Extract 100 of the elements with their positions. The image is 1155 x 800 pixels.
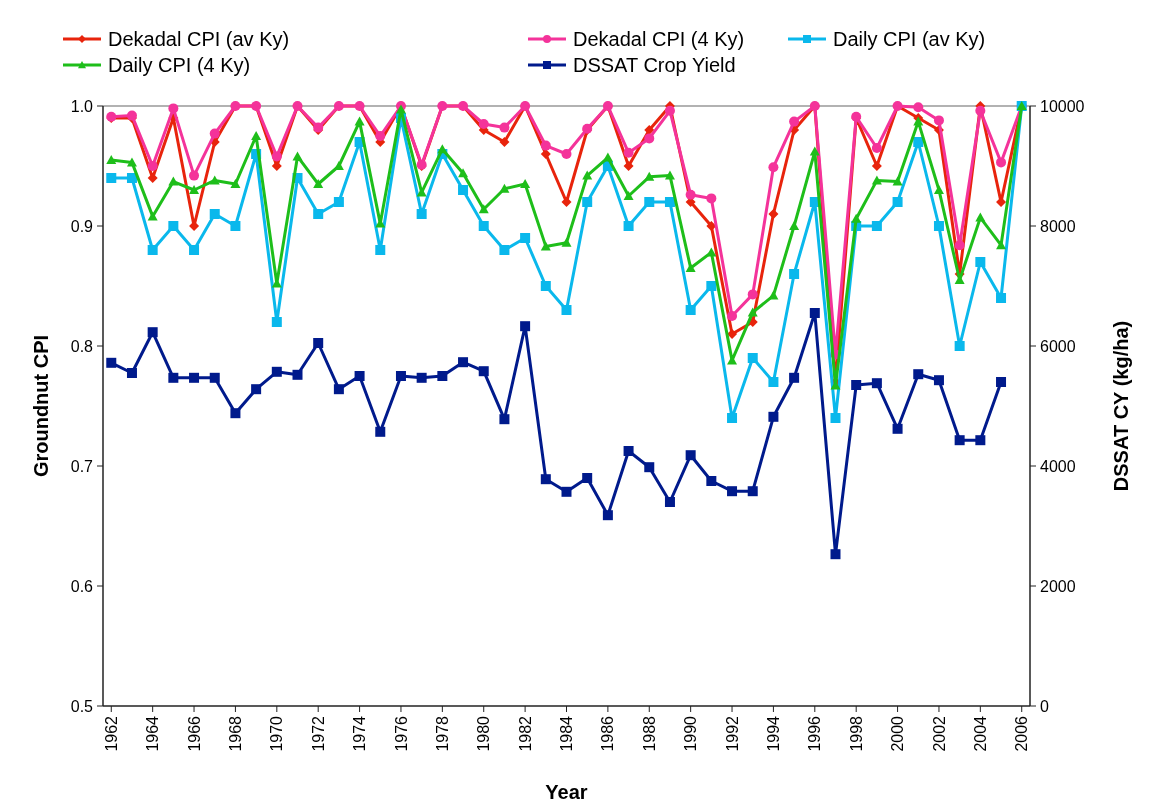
y2-tick-label: 2000 xyxy=(1040,577,1076,595)
point xyxy=(147,327,158,338)
point xyxy=(644,125,655,135)
point xyxy=(271,151,282,162)
point xyxy=(147,245,158,255)
point xyxy=(809,308,820,318)
point xyxy=(375,426,386,437)
point xyxy=(333,384,344,395)
point xyxy=(727,329,738,339)
point xyxy=(685,189,696,200)
x-tick-label: 1968 xyxy=(227,715,245,752)
point xyxy=(685,263,696,272)
point xyxy=(996,293,1007,303)
x-tick-label: 2004 xyxy=(971,715,989,752)
point xyxy=(313,209,324,219)
point xyxy=(892,176,903,186)
point xyxy=(540,241,551,251)
x-tick-label: 1976 xyxy=(392,715,410,752)
point xyxy=(747,486,758,497)
point xyxy=(540,140,551,151)
point xyxy=(189,185,200,194)
point xyxy=(540,281,551,291)
point xyxy=(830,549,841,560)
x-tick-label: 1994 xyxy=(765,715,783,752)
point xyxy=(561,486,572,497)
point xyxy=(954,240,965,251)
point xyxy=(106,173,117,183)
point xyxy=(933,221,944,231)
point xyxy=(478,366,489,377)
point xyxy=(126,173,137,183)
point xyxy=(416,209,427,219)
point xyxy=(582,197,593,207)
point xyxy=(313,338,324,348)
point xyxy=(189,245,200,255)
point xyxy=(892,197,903,207)
point xyxy=(499,414,510,425)
y2-tick-label: 10000 xyxy=(1040,97,1085,115)
point xyxy=(478,204,489,214)
point xyxy=(768,209,779,219)
x-tick-label: 1964 xyxy=(144,715,162,752)
point xyxy=(664,497,675,507)
point xyxy=(913,137,924,147)
x-tick-label: 1998 xyxy=(847,715,865,752)
x-tick-label: 2006 xyxy=(1013,715,1031,752)
x-axis-title: Year xyxy=(545,781,588,800)
point xyxy=(871,143,882,153)
point xyxy=(602,510,613,521)
point xyxy=(706,281,717,291)
point xyxy=(851,380,862,390)
x-tick-label: 1982 xyxy=(516,715,534,752)
point xyxy=(168,103,179,114)
point xyxy=(375,245,386,255)
point xyxy=(106,357,117,368)
point xyxy=(685,450,696,461)
point xyxy=(747,289,758,300)
point xyxy=(623,147,634,158)
point xyxy=(623,446,634,456)
point xyxy=(375,131,386,141)
point xyxy=(933,185,944,194)
point xyxy=(789,269,800,279)
point xyxy=(706,476,717,486)
point xyxy=(313,179,324,188)
point xyxy=(623,221,634,231)
point xyxy=(644,171,655,181)
point xyxy=(333,197,344,207)
y2-tick-label: 4000 xyxy=(1040,457,1076,475)
point xyxy=(147,211,158,221)
point xyxy=(230,221,241,231)
point xyxy=(582,170,593,180)
point xyxy=(561,305,572,315)
x-tick-label: 1970 xyxy=(268,715,286,752)
point xyxy=(520,233,531,243)
point xyxy=(871,221,882,231)
point xyxy=(871,378,882,389)
x-tick-label: 1986 xyxy=(599,715,617,752)
point xyxy=(499,245,510,255)
point xyxy=(871,161,882,171)
point xyxy=(996,377,1007,387)
point xyxy=(458,357,469,368)
point xyxy=(478,119,489,129)
point xyxy=(499,137,510,147)
point xyxy=(892,423,903,434)
point xyxy=(789,116,800,127)
point xyxy=(644,197,655,207)
point xyxy=(644,462,655,473)
x-tick-label: 1966 xyxy=(185,715,203,752)
point xyxy=(354,371,365,381)
point xyxy=(251,384,262,395)
x-tick-label: 1988 xyxy=(640,715,658,752)
point xyxy=(271,366,282,377)
point xyxy=(768,162,779,173)
point xyxy=(292,369,303,380)
x-tick-label: 2002 xyxy=(930,715,948,752)
point xyxy=(747,307,758,317)
point xyxy=(913,369,924,380)
x-tick-label: 1980 xyxy=(475,715,493,752)
x-tick-label: 1992 xyxy=(723,715,741,752)
y2-tick-label: 0 xyxy=(1040,697,1049,715)
point xyxy=(582,473,593,483)
point xyxy=(623,191,634,200)
